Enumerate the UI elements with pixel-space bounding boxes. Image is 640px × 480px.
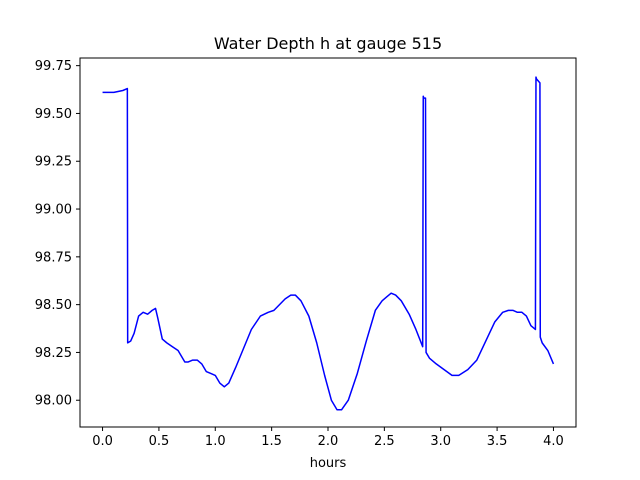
x-tick-label: 2.0	[318, 434, 339, 449]
x-tick-label: 0.0	[92, 434, 113, 449]
x-axis-label: hours	[310, 456, 347, 471]
x-axis-ticks: 0.0 0.5 1.0 1.5 2.0 2.5 3.0 3.5 4.0	[92, 427, 564, 449]
x-tick-label: 0.5	[149, 434, 170, 449]
y-tick-label: 98.00	[35, 394, 72, 409]
y-tick-label: 99.75	[35, 59, 72, 74]
x-tick-label: 3.0	[430, 434, 451, 449]
x-tick-label: 2.5	[374, 434, 395, 449]
y-tick-label: 99.00	[35, 203, 72, 218]
y-tick-label: 98.25	[35, 346, 72, 361]
x-tick-label: 3.5	[487, 434, 508, 449]
x-tick-label: 1.5	[261, 434, 282, 449]
series-line-0	[102, 76, 555, 411]
y-tick-label: 99.25	[35, 155, 72, 170]
x-tick-label: 1.0	[205, 434, 226, 449]
chart-title: Water Depth h at gauge 515	[214, 34, 442, 53]
y-tick-label: 98.50	[35, 298, 72, 313]
y-tick-label: 98.75	[35, 250, 72, 265]
x-tick-label: 4.0	[543, 434, 564, 449]
y-tick-label: 99.50	[35, 107, 72, 122]
y-axis-ticks: 98.00 98.25 98.50 98.75 99.00 99.25 99.50 99.75	[35, 59, 80, 409]
